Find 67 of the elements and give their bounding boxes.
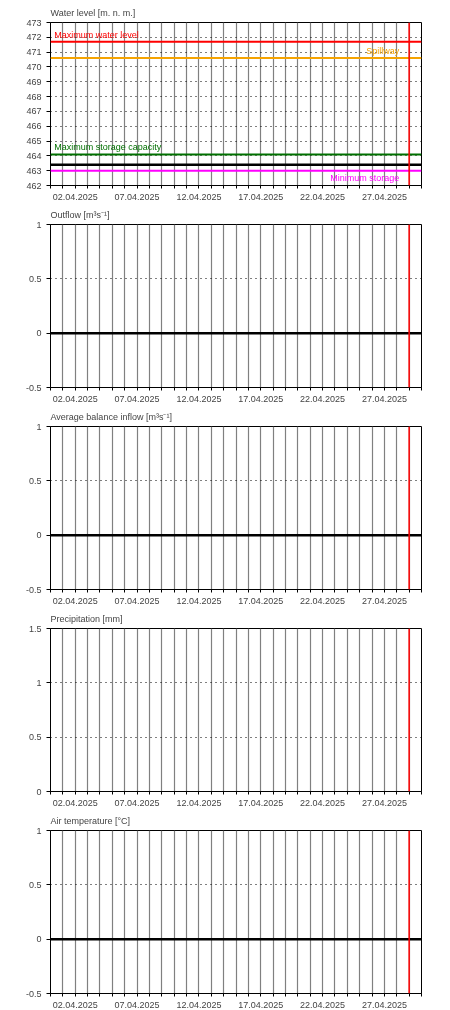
y-tick-label: 1	[36, 677, 42, 688]
x-tick-label: 12.04.2025	[176, 797, 222, 808]
x-tick-label: 22.04.2025	[300, 393, 346, 404]
y-tick-label: 0.5	[28, 732, 42, 743]
x-tick-label: 22.04.2025	[300, 797, 346, 808]
ref-line-label: Spillway	[366, 46, 400, 57]
y-tick-label: 0	[36, 530, 42, 541]
x-tick-label: 12.04.2025	[176, 595, 222, 606]
x-tick-label: 17.04.2025	[238, 797, 284, 808]
x-tick-label: 12.04.2025	[176, 393, 222, 404]
y-tick-label: 1	[36, 421, 42, 432]
x-tick-label: 07.04.2025	[114, 393, 160, 404]
y-tick-label: 0	[36, 328, 42, 339]
x-tick-label: 22.04.2025	[300, 191, 346, 202]
x-tick-label: 12.04.2025	[176, 999, 222, 1010]
x-tick-label: 17.04.2025	[238, 999, 284, 1010]
chart-title: Average balance inflow [m³s⁻¹]	[50, 411, 172, 422]
y-tick-label: 471	[26, 47, 42, 58]
y-tick-label: 1	[36, 825, 42, 836]
x-tick-label: 07.04.2025	[114, 191, 160, 202]
y-tick-label: -0.5	[25, 382, 42, 393]
x-tick-label: 27.04.2025	[361, 191, 407, 202]
ref-line-label: Maximum storage capacity	[54, 142, 162, 153]
x-tick-label: 22.04.2025	[300, 595, 346, 606]
ref-line-label: Maximum water level	[54, 29, 139, 40]
y-tick-label: 470	[26, 61, 42, 72]
x-tick-label: 12.04.2025	[176, 191, 222, 202]
x-tick-label: 02.04.2025	[52, 999, 98, 1010]
y-tick-label: 1	[36, 219, 42, 230]
y-tick-label: 472	[26, 32, 42, 43]
x-tick-label: 27.04.2025	[361, 999, 407, 1010]
chart-title: Outflow [m³s⁻¹]	[50, 209, 110, 220]
y-tick-label: -0.5	[25, 584, 42, 595]
x-tick-label: 27.04.2025	[361, 393, 407, 404]
x-tick-label: 02.04.2025	[52, 393, 98, 404]
y-tick-label: 462	[26, 180, 42, 191]
y-tick-label: 0	[36, 934, 42, 945]
x-tick-label: 02.04.2025	[52, 595, 98, 606]
y-tick-label: -0.5	[25, 988, 42, 999]
y-tick-label: 468	[26, 91, 42, 102]
ref-line-label: Minimum storage	[330, 172, 400, 183]
y-tick-label: 467	[26, 106, 42, 117]
y-tick-label: 1.5	[28, 623, 42, 634]
y-tick-label: 0.5	[28, 475, 42, 486]
x-tick-label: 27.04.2025	[361, 797, 407, 808]
chart-title: Air temperature [°C]	[50, 815, 131, 826]
x-tick-label: 07.04.2025	[114, 595, 160, 606]
chart-title: Water level [m. n. m.]	[50, 7, 136, 18]
x-tick-label: 27.04.2025	[361, 595, 407, 606]
y-tick-label: 473	[26, 17, 42, 28]
x-tick-label: 07.04.2025	[114, 797, 160, 808]
y-tick-label: 0.5	[28, 273, 42, 284]
x-tick-label: 07.04.2025	[114, 999, 160, 1010]
x-tick-label: 17.04.2025	[238, 393, 284, 404]
y-tick-label: 466	[26, 121, 42, 132]
y-tick-label: 0	[36, 786, 42, 797]
y-tick-label: 464	[26, 150, 42, 161]
x-tick-label: 02.04.2025	[52, 797, 98, 808]
x-tick-label: 17.04.2025	[238, 191, 284, 202]
y-tick-label: 465	[26, 136, 42, 147]
x-tick-label: 17.04.2025	[238, 595, 284, 606]
y-tick-label: 0.5	[28, 879, 42, 890]
x-tick-label: 02.04.2025	[52, 191, 98, 202]
y-tick-label: 463	[26, 165, 42, 176]
y-tick-label: 469	[26, 76, 42, 87]
chart-title: Precipitation [mm]	[50, 613, 123, 624]
x-tick-label: 22.04.2025	[300, 999, 346, 1010]
